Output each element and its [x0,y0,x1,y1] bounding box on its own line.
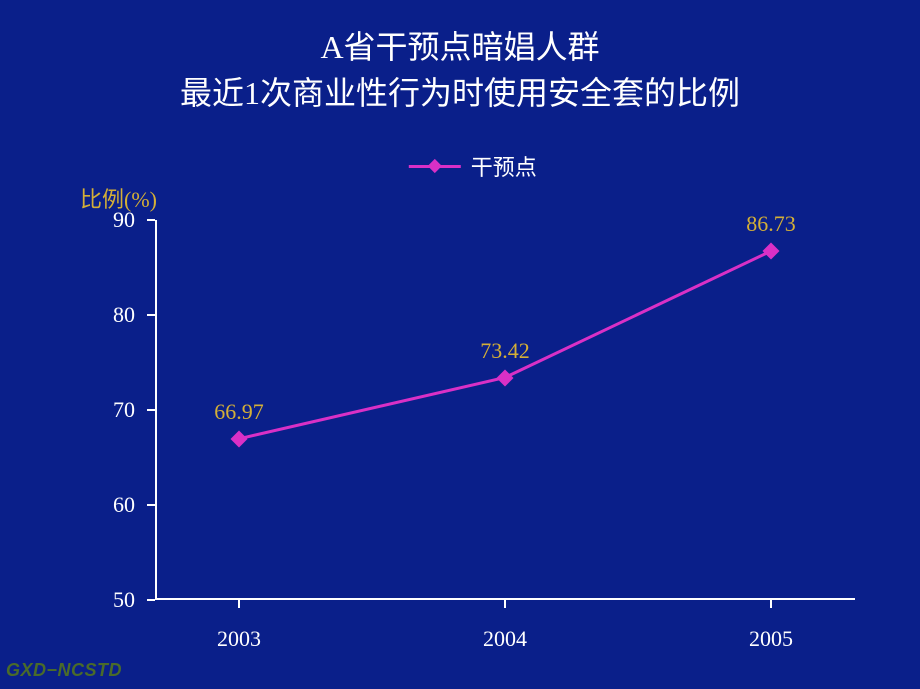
slide-title: A省干预点暗娼人群 最近1次商业性行为时使用安全套的比例 [0,24,920,117]
title-line-2: 最近1次商业性行为时使用安全套的比例 [0,70,920,116]
x-tick-label: 2003 [217,626,261,652]
x-tick [504,600,506,608]
watermark-suffix: NCSTD [58,660,123,680]
watermark-prefix: GXD [6,660,47,680]
y-tick-label: 80 [113,302,135,328]
y-tick-label: 60 [113,492,135,518]
x-tick-label: 2004 [483,626,527,652]
line-chart: 506070809020032004200566.9773.4286.73 [155,220,855,600]
slide: A省干预点暗娼人群 最近1次商业性行为时使用安全套的比例 干预点 比例(%) 5… [0,0,920,689]
y-tick-label: 70 [113,397,135,423]
y-tick [147,409,155,411]
watermark: GXD−NCSTD [6,660,122,681]
y-tick [147,314,155,316]
y-tick [147,219,155,221]
y-tick [147,599,155,601]
data-label: 73.42 [480,338,530,364]
watermark-dash: − [47,660,58,680]
x-tick [770,600,772,608]
y-tick-label: 90 [113,207,135,233]
legend: 干预点 [409,150,537,182]
title-line-1: A省干预点暗娼人群 [0,24,920,70]
legend-label: 干预点 [471,150,537,182]
x-tick-label: 2005 [749,626,793,652]
x-tick [238,600,240,608]
y-tick [147,504,155,506]
data-label: 66.97 [214,399,264,425]
y-tick-label: 50 [113,587,135,613]
legend-marker-icon [409,165,461,168]
data-label: 86.73 [746,211,796,237]
